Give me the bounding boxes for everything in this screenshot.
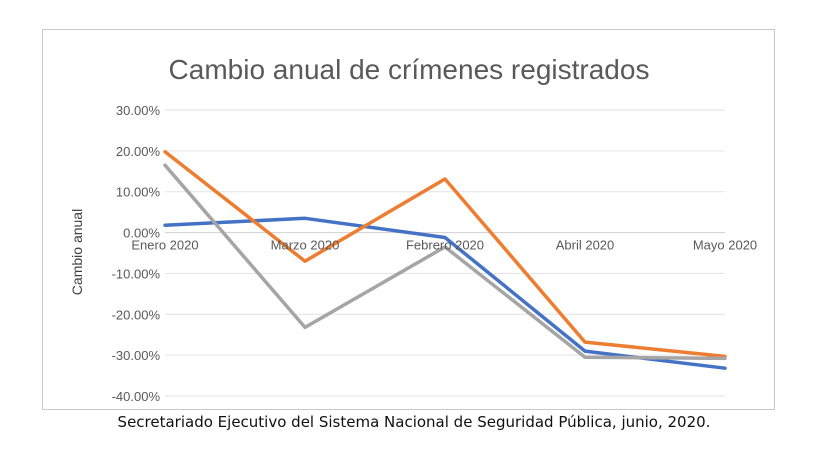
series-line <box>163 163 727 361</box>
source-caption: Secretariado Ejecutivo del Sistema Nacio… <box>117 413 711 431</box>
y-tick-label: 10.00% <box>116 185 161 200</box>
x-tick-label: Febrero 2020 <box>406 238 484 253</box>
y-tick-label: 0.00% <box>123 226 160 241</box>
y-tick-label: 30.00% <box>116 103 161 118</box>
line-chart: Cambio anual de crímenes registrados Cam… <box>69 54 757 404</box>
x-tick-label: Mayo 2020 <box>693 238 757 253</box>
y-tick-label: -30.00% <box>112 348 161 363</box>
y-axis-ticks: 30.00% 20.00% 10.00% 0.00% -10.00% -20.00% -30… <box>112 103 161 404</box>
x-axis-ticks: Enero 2020 Marzo 2020 Febrero 2020 Abril 20… <box>131 238 757 253</box>
y-tick-label: -10.00% <box>112 266 161 281</box>
chart-frame: Cambio anual de crímenes registrados Cam… <box>42 29 775 410</box>
y-tick-label: -20.00% <box>112 307 161 322</box>
x-tick-label: Abril 2020 <box>556 238 615 253</box>
chart-title: Cambio anual de crímenes registrados <box>169 54 650 85</box>
y-tick-label: -40.00% <box>112 389 161 404</box>
series-line <box>163 149 727 359</box>
x-tick-label: Enero 2020 <box>131 238 198 253</box>
series-lines <box>163 149 727 370</box>
y-tick-label: 20.00% <box>116 144 161 159</box>
x-tick-label: Marzo 2020 <box>271 238 340 253</box>
y-axis-label: Cambio anual <box>69 209 85 295</box>
gridlines <box>165 109 725 397</box>
